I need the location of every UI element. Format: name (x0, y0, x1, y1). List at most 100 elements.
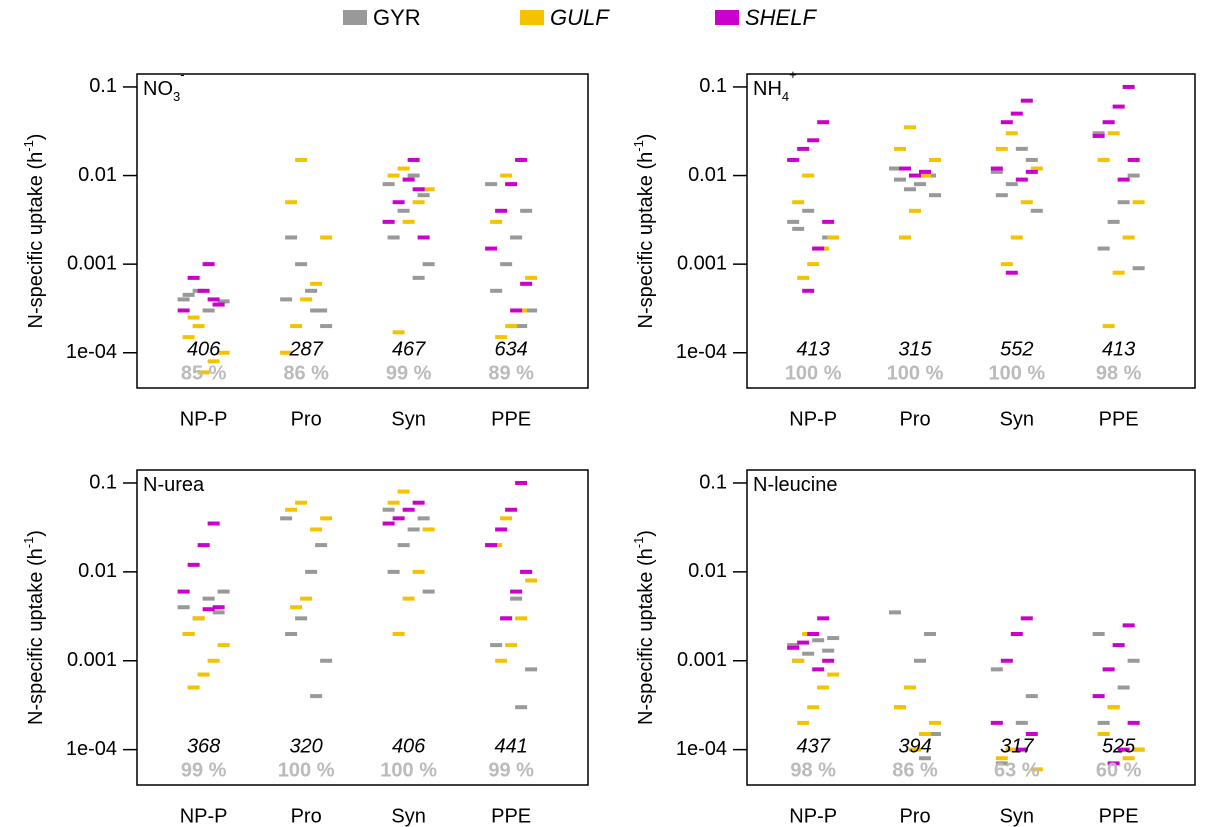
point (1127, 157, 1140, 162)
point (990, 720, 1003, 725)
point (417, 235, 430, 240)
point (1097, 246, 1110, 251)
point (995, 756, 1008, 761)
point (525, 275, 538, 280)
panel-title-main: NO (143, 78, 173, 100)
point (315, 543, 328, 548)
y-tick-label: 1e-04 (676, 341, 727, 363)
point (290, 324, 303, 329)
point (197, 672, 210, 677)
point (1107, 761, 1120, 766)
point (1010, 631, 1023, 636)
point (990, 166, 1003, 171)
point (822, 219, 835, 224)
point (285, 200, 298, 205)
panel-title-sub: 3 (173, 89, 180, 104)
point (500, 616, 513, 621)
point (182, 631, 195, 636)
point (310, 694, 323, 699)
point (187, 562, 200, 567)
legend-swatch (520, 10, 544, 25)
point (177, 297, 190, 302)
y-axis-label-part: ) (635, 530, 657, 537)
point (207, 521, 220, 526)
percent-label: 98 % (1096, 362, 1142, 384)
point (1112, 104, 1125, 109)
count-label: 525 (1102, 735, 1136, 757)
point (894, 146, 906, 151)
percent-label: 86 % (283, 362, 329, 384)
plot-frame (746, 469, 1196, 786)
point (1020, 616, 1033, 621)
point (407, 527, 420, 532)
plot-frame (136, 469, 589, 786)
point (1015, 720, 1028, 725)
point (382, 182, 395, 187)
y-tick-label: 0.1 (699, 471, 727, 493)
point (510, 235, 523, 240)
point (792, 226, 805, 231)
legend-label: GYR (373, 5, 421, 30)
point (1092, 631, 1105, 636)
point (412, 500, 425, 505)
x-tick-label: PPE (1099, 805, 1139, 827)
point (1015, 146, 1028, 151)
point (995, 761, 1008, 766)
count-label: 437 (796, 735, 830, 757)
point (1127, 173, 1140, 178)
point (1122, 756, 1135, 761)
x-tick-label: PPE (491, 805, 531, 827)
percent-label: 99 % (386, 362, 432, 384)
panel-title-main: N-urea (143, 474, 205, 496)
count-label: 552 (1000, 338, 1033, 360)
point (402, 596, 415, 601)
count-label: 467 (392, 338, 426, 360)
point (320, 516, 333, 521)
point (295, 157, 308, 162)
point (1107, 219, 1120, 224)
point (217, 643, 230, 648)
x-tick-label: PPE (1099, 408, 1139, 430)
point (412, 275, 425, 280)
x-tick-label: NP-P (789, 408, 837, 430)
point (495, 335, 508, 340)
point (217, 589, 230, 594)
point (177, 605, 190, 610)
point (505, 507, 518, 512)
x-tick-label: Syn (391, 805, 425, 827)
point (387, 500, 400, 505)
point (990, 169, 1003, 174)
point (510, 596, 523, 601)
point (787, 157, 800, 162)
point (1117, 200, 1130, 205)
count-label: 315 (898, 338, 932, 360)
panel-title-sup: + (789, 67, 797, 82)
point (490, 643, 503, 648)
x-tick-label: Syn (391, 408, 425, 430)
y-tick-label: 1e-04 (66, 341, 117, 363)
point (285, 631, 298, 636)
point (407, 157, 420, 162)
point (1122, 623, 1135, 628)
x-tick-label: Pro (291, 805, 322, 827)
point (1025, 731, 1038, 736)
point (520, 208, 533, 213)
percent-label: 98 % (790, 759, 836, 781)
point (817, 685, 830, 690)
y-axis-label-part: N-specific uptake (h (25, 548, 47, 725)
point (1112, 270, 1125, 275)
panel-title-main: N-leucine (753, 474, 837, 496)
point (797, 275, 810, 280)
point (495, 527, 508, 532)
count-label: 413 (796, 338, 829, 360)
y-axis-label-part: N-specific uptake (h (635, 548, 657, 725)
point (505, 182, 518, 187)
point (827, 672, 840, 677)
point (1030, 208, 1043, 213)
count-label: 634 (494, 338, 527, 360)
point (1005, 747, 1018, 752)
point (412, 569, 425, 574)
point (187, 315, 200, 320)
y-axis-label: N-specific uptake (h-1) (631, 134, 657, 329)
